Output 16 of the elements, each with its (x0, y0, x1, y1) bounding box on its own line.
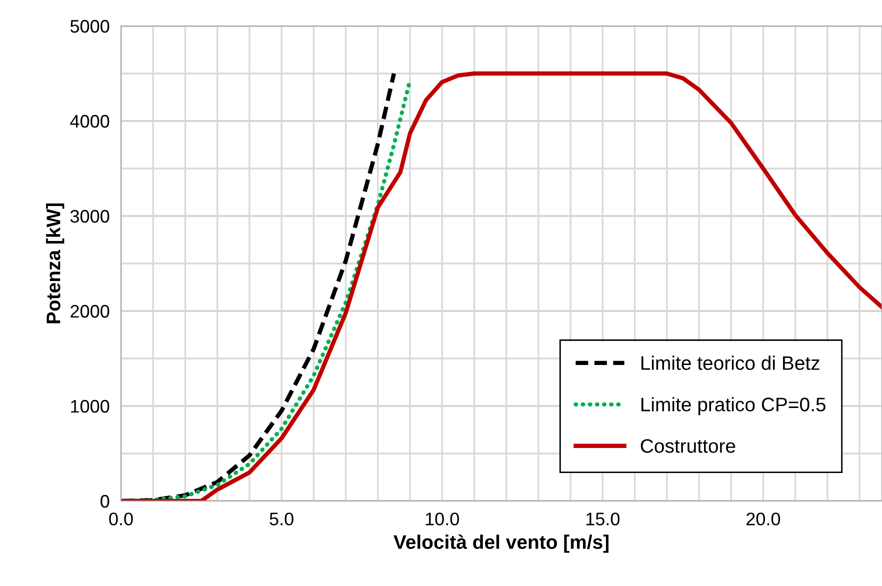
legend-label: Costruttore (640, 439, 736, 453)
y-tick-label: 5000 (70, 20, 110, 33)
legend-label: Limite teorico di Betz (641, 356, 820, 370)
y-tick-label: 1000 (71, 400, 110, 413)
x-tick-label: 0.0 (109, 512, 133, 526)
x-tick-label: 20.0 (746, 512, 780, 526)
x-tick-label: 10.0 (426, 512, 459, 526)
y-tick-label: 3000 (70, 210, 110, 223)
legend-label: Limite pratico CP=0.5 (641, 397, 826, 416)
y-tick-label: 2000 (70, 304, 110, 318)
y-axis-title: Potenza [kW] (46, 204, 64, 324)
x-axis-title: Velocità del vento [m/s] (394, 534, 608, 553)
x-tick-label: 15.0 (586, 512, 620, 526)
y-tick-label: 4000 (70, 114, 110, 128)
y-tick-label: 0 (100, 494, 110, 508)
x-tick-label: 5.0 (270, 512, 294, 526)
